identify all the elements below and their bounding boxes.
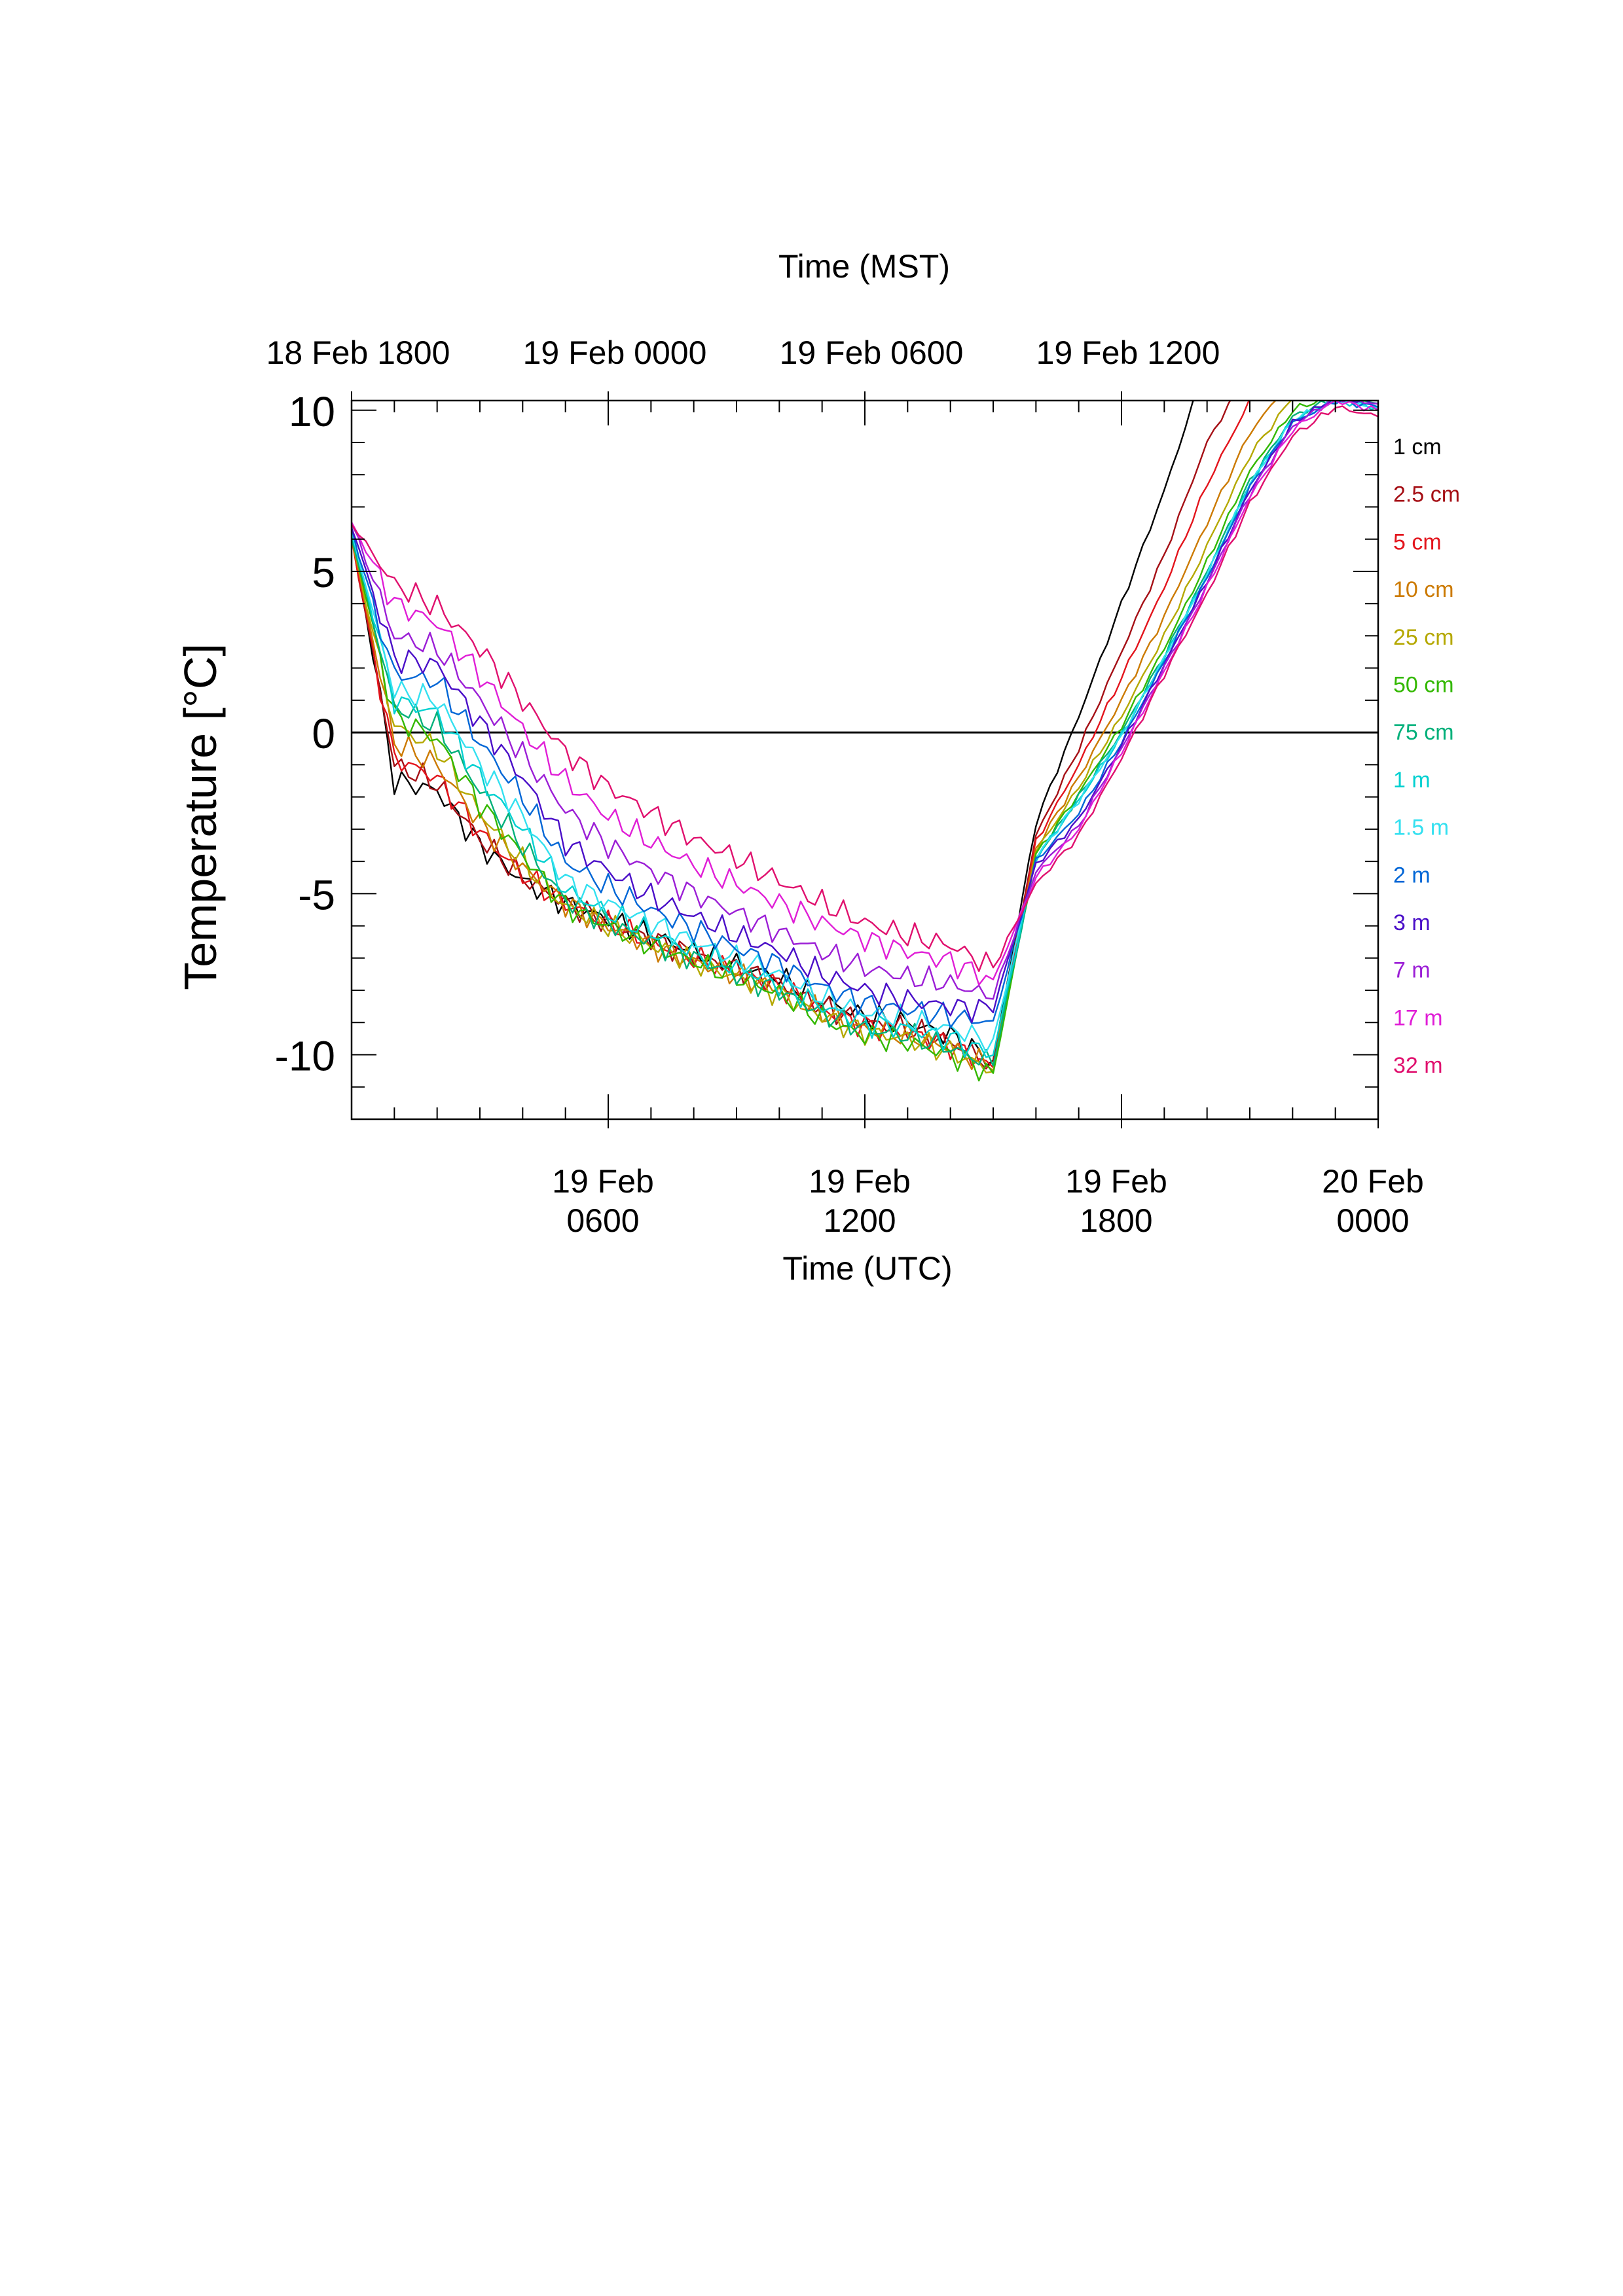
y-axis-title: Temperature [°C] [175,643,226,990]
plot-frame [350,399,1379,1121]
legend-entry: 10 cm [1393,577,1454,602]
series-line-5-cm [352,401,1250,1068]
legend-entry: 5 cm [1393,529,1442,554]
legend-entry: 2.5 cm [1393,482,1460,507]
legend-entry: 2 m [1393,863,1431,888]
bottom-axis-title: Time (UTC) [782,1250,952,1287]
legend: 1 cm 2.5 cm 5 cm 10 cm 25 cm 50 cm 75 cm 1 m 1.5… [1393,435,1460,1078]
y-tick-label: -10 [275,1033,336,1080]
top-tick-labels: 18 Feb 1800 19 Feb 0000 19 Feb 0600 19 Feb … [266,334,1220,371]
bottom-tick-label-time: 0600 [566,1202,639,1239]
series-line-1-5-m [352,401,1378,1053]
series-line-17-m [352,401,1378,986]
bottom-tick-label-date: 19 Feb [552,1163,654,1200]
legend-entry: 75 cm [1393,720,1454,745]
legend-entry: 1 cm [1393,435,1442,459]
plot-area [350,391,1379,1128]
y-tick-labels: 10 5 0 -5 -10 [275,388,336,1080]
legend-entry: 3 m [1393,910,1431,935]
series-line-1-cm [352,401,1195,1067]
series-line-32-m [352,405,1378,973]
top-tick-label: 18 Feb 1800 [266,334,450,371]
series-lines [352,401,1378,1082]
legend-entry: 1.5 m [1393,816,1449,840]
bottom-tick-label-date: 19 Feb [809,1163,911,1200]
top-tick-label: 19 Feb 0600 [780,334,964,371]
legend-entry: 25 cm [1393,625,1454,650]
y-tick-label: 10 [289,388,335,435]
bottom-tick-label-time: 0000 [1336,1202,1409,1239]
top-axis-title: Time (MST) [778,248,950,285]
legend-entry: 32 m [1393,1053,1443,1078]
y-tick-label: 5 [312,549,335,596]
legend-entry: 7 m [1393,958,1431,983]
series-line-7-m [352,401,1378,1000]
y-tick-label: -5 [298,871,335,918]
legend-entry: 50 cm [1393,673,1454,698]
series-line-3-m [352,401,1378,1024]
top-tick-label: 19 Feb 0000 [523,334,707,371]
top-tick-label: 19 Feb 1200 [1036,334,1220,371]
bottom-tick-label-time: 1800 [1080,1202,1152,1239]
series-line-25-cm [352,401,1292,1074]
legend-entry: 1 m [1393,768,1431,793]
bottom-tick-label-time: 1200 [823,1202,896,1239]
x-ticks [351,391,1379,1128]
bottom-tick-label-date: 19 Feb [1065,1163,1167,1200]
y-tick-label: 0 [312,710,335,757]
bottom-tick-label-date: 20 Feb [1322,1163,1424,1200]
series-line-75-cm [352,401,1378,1067]
series-line-10-cm [352,401,1277,1072]
series-line-2-m [352,401,1378,1029]
series-line-50-cm [352,401,1378,1082]
series-line-2-5-cm [352,401,1231,1070]
y-ticks [352,409,1378,1120]
legend-entry: 17 m [1393,1005,1443,1030]
